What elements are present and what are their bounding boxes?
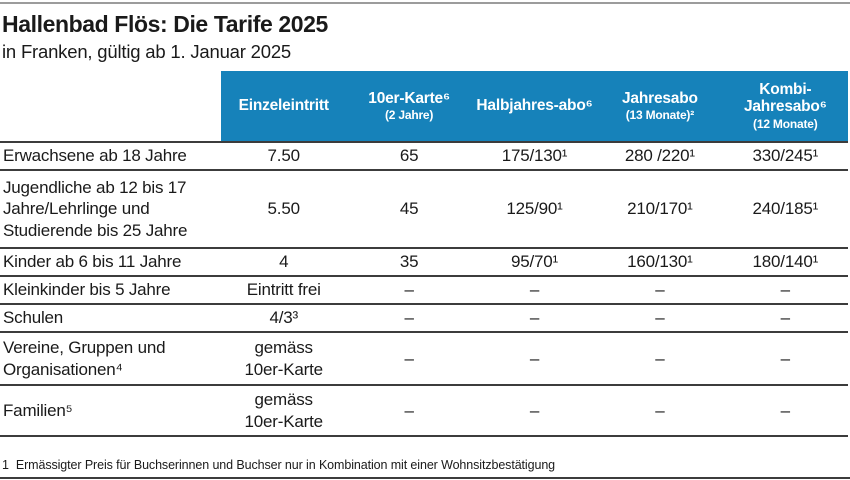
header-corner-cell — [0, 71, 221, 141]
price-cell: 5.50 — [267, 199, 300, 219]
price-cell: – — [780, 400, 790, 420]
price-cell: – — [655, 348, 665, 368]
table-row: Schulen 4/3³ – – – – — [0, 305, 848, 333]
column-header: Kombi-Jahresabo⁶ (12 Monate) — [722, 71, 848, 141]
price-cell: 175/130¹ — [501, 146, 568, 166]
table-row: Kleinkinder bis 5 Jahre Eintritt frei – – – – — [0, 277, 848, 305]
price-cell: – — [780, 280, 790, 300]
price-cell: 45 — [399, 199, 419, 219]
tariff-table: Einzeleintritt 10er-Karte⁶ (2 Jahre) Halbja… — [0, 71, 848, 437]
price-cell: – — [529, 308, 540, 328]
row-label: Kleinkinder bis 5 Jahre — [3, 280, 171, 300]
price-cell: – — [529, 280, 540, 300]
table-row: Familien⁵ gemäss 10er-Karte – – – – — [0, 386, 848, 437]
price-cell: 35 — [399, 252, 419, 272]
row-label: Familien⁵ — [3, 400, 73, 420]
column-subtitle: (2 Jahre) — [384, 107, 434, 122]
price-cell: 125/90¹ — [506, 199, 563, 219]
price-cell: – — [780, 308, 790, 328]
row-label: Kinder ab 6 bis 11 Jahre — [3, 252, 182, 272]
table-header-row: Einzeleintritt 10er-Karte⁶ (2 Jahre) Halbja… — [0, 71, 848, 143]
price-cell: – — [655, 280, 665, 300]
table-row: Erwachsene ab 18 Jahre 7.50 65 175/130¹ 280 … — [0, 143, 848, 171]
column-header: Halbjahres-abo⁶ — [471, 71, 598, 141]
table-row: Jugendliche ab 12 bis 17 Jahre/Lehrlinge… — [0, 171, 848, 249]
column-header: 10er-Karte⁶ (2 Jahre) — [346, 71, 472, 141]
price-cell: 280 /220¹ — [624, 146, 695, 166]
price-cell: Eintritt frei — [246, 280, 321, 300]
price-cell: 65 — [399, 146, 419, 166]
price-cell: – — [529, 400, 540, 420]
column-subtitle: (13 Monate)² — [625, 107, 695, 122]
price-cell: – — [655, 400, 665, 420]
column-title: Halbjahres-abo⁶ — [476, 97, 593, 115]
column-header: Einzeleintritt — [221, 71, 347, 141]
price-cell: 4 — [279, 252, 289, 272]
price-cell: 7.50 — [267, 146, 300, 166]
page-subtitle: in Franken, gültig ab 1. Januar 2025 — [2, 41, 291, 62]
bottom-divider — [0, 477, 850, 479]
price-cell: – — [529, 348, 540, 368]
table-body: Erwachsene ab 18 Jahre 7.50 65 175/130¹ 280 … — [0, 143, 848, 437]
row-label: Jugendliche ab 12 bis 17 Jahre/Lehrlinge… — [3, 177, 188, 240]
price-cell: – — [404, 308, 414, 328]
price-cell: 95/70¹ — [510, 252, 558, 272]
price-cell: – — [404, 400, 414, 420]
top-divider — [0, 2, 850, 4]
footnote: 1 Ermässigter Preis für Buchserinnen und… — [2, 458, 850, 472]
footnote-text: Ermässigter Preis für Buchserinnen und B… — [15, 458, 556, 472]
column-title: 10er-Karte⁶ — [368, 89, 450, 107]
row-label: Schulen — [3, 308, 64, 328]
table-row: Kinder ab 6 bis 11 Jahre 4 35 95/70¹ 160/130… — [0, 249, 848, 277]
price-cell: – — [404, 348, 414, 368]
price-cell: 330/245¹ — [752, 146, 819, 166]
price-cell: – — [655, 308, 665, 328]
price-cell: 4/3³ — [269, 308, 298, 328]
column-header: Jahresabo (13 Monate)² — [597, 71, 723, 141]
footnote-marker: 1 — [2, 458, 9, 472]
price-cell: gemäss 10er-Karte — [244, 390, 324, 431]
price-cell: 210/170¹ — [627, 199, 693, 219]
row-label: Vereine, Gruppen und Organisationen⁴ — [3, 338, 166, 379]
column-subtitle: (12 Monate) — [753, 116, 818, 131]
price-cell: – — [780, 348, 790, 368]
price-cell: gemäss 10er-Karte — [244, 338, 324, 379]
price-cell: 180/140¹ — [752, 252, 819, 272]
price-cell: 240/185¹ — [752, 199, 819, 219]
column-title: Jahresabo — [622, 89, 698, 107]
price-cell: 160/130¹ — [627, 252, 693, 272]
table-row: Vereine, Gruppen und Organisationen⁴ gemä… — [0, 333, 848, 386]
row-label: Erwachsene ab 18 Jahre — [3, 146, 187, 166]
column-title: Kombi-Jahresabo⁶ — [743, 80, 827, 116]
page-title: Hallenbad Flös: Die Tarife 2025 — [2, 11, 328, 37]
price-cell: – — [404, 280, 414, 300]
column-title: Einzeleintritt — [238, 97, 329, 115]
